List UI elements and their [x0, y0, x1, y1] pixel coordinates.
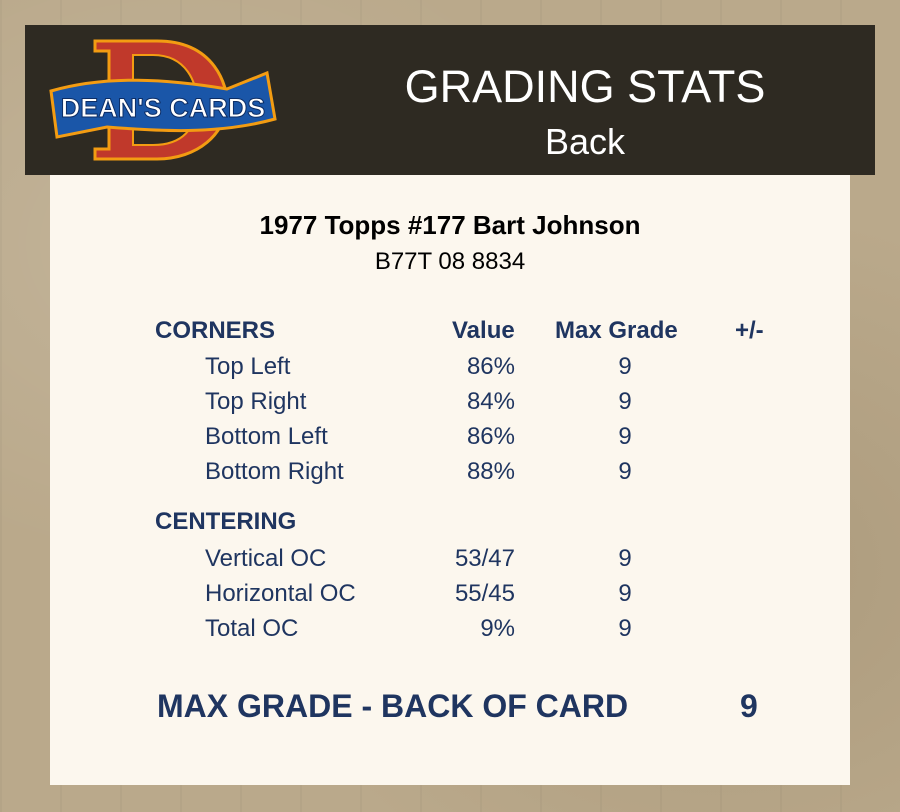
row-max-grade: 9: [618, 545, 632, 572]
row-value: 55/45: [454, 580, 515, 607]
row-value: 53/47: [454, 545, 515, 572]
row-label: Total OC: [205, 615, 299, 642]
card-title: 1977 Topps #177 Bart Johnson: [259, 210, 641, 240]
header-banner: DEAN'S CARDS GRADING STATS Back: [25, 25, 875, 175]
row-max-grade: 9: [618, 388, 632, 415]
table-row: Bottom Left 86% 9: [50, 423, 850, 453]
table-row: Total OC 9% 9: [50, 615, 850, 645]
row-label: Bottom Right: [205, 458, 344, 485]
row-max-grade: 9: [618, 353, 632, 380]
table-row: Horizontal OC 55/45 9: [50, 580, 850, 610]
row-label: Top Right: [205, 388, 307, 415]
page-subtitle: Back: [544, 121, 626, 162]
table-row: Bottom Right 88% 9: [50, 458, 850, 488]
section-corners: CORNERS: [155, 317, 276, 344]
summary-value: 9: [740, 688, 758, 724]
row-label: Bottom Left: [205, 423, 328, 450]
table-row: Vertical OC 53/47 9: [50, 545, 850, 575]
deans-cards-logo: DEAN'S CARDS: [49, 39, 277, 161]
centering-header-row: CENTERING: [50, 508, 850, 538]
row-value: 86%: [466, 423, 515, 450]
table-row: Top Left 86% 9: [50, 353, 850, 383]
column-value: Value: [452, 317, 515, 344]
row-label: Vertical OC: [205, 545, 327, 572]
row-max-grade: 9: [618, 615, 632, 642]
row-label: Horizontal OC: [205, 580, 356, 607]
row-max-grade: 9: [618, 423, 632, 450]
row-value: 84%: [466, 388, 515, 415]
row-max-grade: 9: [618, 580, 632, 607]
column-max-grade: Max Grade: [555, 317, 678, 344]
row-max-grade: 9: [618, 458, 632, 485]
summary-row: MAX GRADE - BACK OF CARD 9: [50, 688, 850, 728]
corners-header-row: CORNERS Value Max Grade +/-: [50, 317, 850, 347]
row-value: 9%: [480, 615, 515, 642]
row-label: Top Left: [205, 353, 291, 380]
column-plus-minus: +/-: [735, 317, 764, 344]
row-value: 88%: [466, 458, 515, 485]
page-title: GRADING STATS: [404, 61, 766, 112]
row-value: 86%: [466, 353, 515, 380]
section-centering: CENTERING: [155, 508, 297, 535]
summary-label: MAX GRADE - BACK OF CARD: [157, 688, 629, 724]
cert-number: B77T 08 8834: [374, 248, 526, 275]
svg-text:DEAN'S CARDS: DEAN'S CARDS: [61, 93, 265, 123]
stats-panel: 1977 Topps #177 Bart Johnson B77T 08 883…: [50, 175, 850, 785]
table-row: Top Right 84% 9: [50, 388, 850, 418]
